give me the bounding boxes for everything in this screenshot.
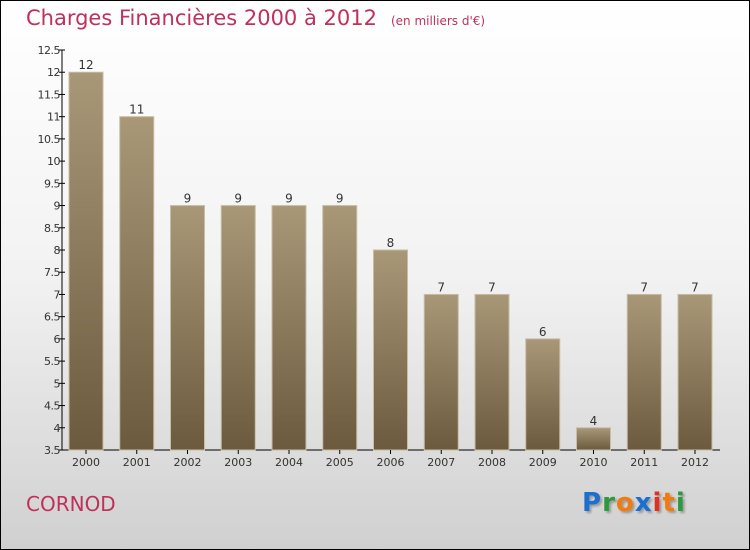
y-tick-label: 12 bbox=[47, 66, 60, 79]
proxiti-logo: Proxiti bbox=[582, 488, 686, 518]
bar-2004 bbox=[271, 205, 307, 451]
x-tick-label: 2012 bbox=[681, 456, 709, 469]
bar-2000 bbox=[68, 71, 104, 451]
y-tick-label: 6 bbox=[54, 333, 61, 346]
x-tick-label: 2002 bbox=[174, 456, 202, 469]
data-label: 4 bbox=[590, 414, 598, 428]
x-tick-label: 2009 bbox=[529, 456, 557, 469]
y-tick-label: 11 bbox=[47, 111, 60, 124]
data-label: 7 bbox=[437, 280, 445, 294]
y-tick-label: 11.5 bbox=[38, 88, 61, 101]
y-tick-label: 7 bbox=[54, 288, 61, 301]
y-tick-label: 3.5 bbox=[44, 444, 60, 457]
data-label: 11 bbox=[129, 103, 144, 117]
bar-2009 bbox=[525, 338, 561, 451]
logo-letter: t bbox=[662, 488, 676, 518]
y-tick-label: 8 bbox=[54, 244, 61, 257]
x-tick-label: 2005 bbox=[326, 456, 354, 469]
x-tick-label: 2001 bbox=[123, 456, 151, 469]
x-tick-label: 2004 bbox=[275, 456, 303, 469]
data-label: 9 bbox=[285, 192, 293, 206]
y-tick-label: 12.5 bbox=[38, 44, 61, 57]
x-tick-label: 2011 bbox=[630, 456, 658, 469]
bar-2006 bbox=[373, 249, 408, 451]
bar-2011 bbox=[626, 293, 662, 451]
y-tick-label: 8.5 bbox=[44, 222, 60, 235]
x-tick-label: 2008 bbox=[478, 456, 506, 469]
x-tick-label: 2007 bbox=[427, 456, 455, 469]
y-tick-label: 4 bbox=[54, 422, 61, 435]
bar-2003 bbox=[220, 205, 256, 451]
logo-letter: P bbox=[582, 488, 603, 518]
data-label: 7 bbox=[488, 280, 496, 294]
x-tick-label: 2006 bbox=[377, 456, 405, 469]
x-tick-label: 2003 bbox=[224, 456, 252, 469]
bar-2012 bbox=[677, 293, 713, 451]
title-text: Charges Financières 2000 à 2012 bbox=[26, 6, 377, 30]
unit-label: (en milliers d'€) bbox=[390, 14, 486, 28]
bar-2007 bbox=[423, 293, 459, 451]
y-tick-label: 6.5 bbox=[44, 311, 60, 324]
data-label: 7 bbox=[691, 280, 699, 294]
logo-letter: o bbox=[615, 488, 635, 518]
data-label: 7 bbox=[640, 280, 648, 294]
data-label: 9 bbox=[234, 192, 242, 206]
bar-2005 bbox=[322, 205, 358, 451]
data-label: 8 bbox=[387, 236, 395, 250]
x-tick-label: 2000 bbox=[72, 456, 100, 469]
logo-letter: i bbox=[652, 488, 663, 518]
logo-letter: x bbox=[634, 488, 653, 518]
y-tick-label: 10.5 bbox=[38, 133, 61, 146]
bar-2008 bbox=[474, 293, 510, 451]
bar-2001 bbox=[119, 116, 155, 451]
y-tick-label: 9 bbox=[54, 200, 61, 213]
data-label: 12 bbox=[78, 58, 93, 72]
y-tick-label: 9.5 bbox=[44, 177, 60, 190]
chart-title: Charges Financières 2000 à 2012 (en milli… bbox=[26, 6, 485, 30]
data-label: 9 bbox=[184, 192, 192, 206]
y-tick-label: 10 bbox=[47, 155, 60, 168]
y-tick-label: 7.5 bbox=[44, 266, 60, 279]
x-tick-label: 2010 bbox=[580, 456, 608, 469]
commune-name: CORNOD bbox=[26, 492, 116, 516]
y-tick-label: 4.5 bbox=[44, 400, 60, 413]
logo-letter: i bbox=[675, 488, 686, 518]
y-tick-label: 5 bbox=[54, 377, 61, 390]
y-tick-label: 5.5 bbox=[44, 355, 60, 368]
logo-letter: r bbox=[602, 488, 616, 518]
bar-2010 bbox=[576, 427, 611, 451]
data-label: 9 bbox=[336, 192, 344, 206]
data-label: 6 bbox=[539, 325, 547, 339]
bar-2002 bbox=[170, 205, 205, 451]
